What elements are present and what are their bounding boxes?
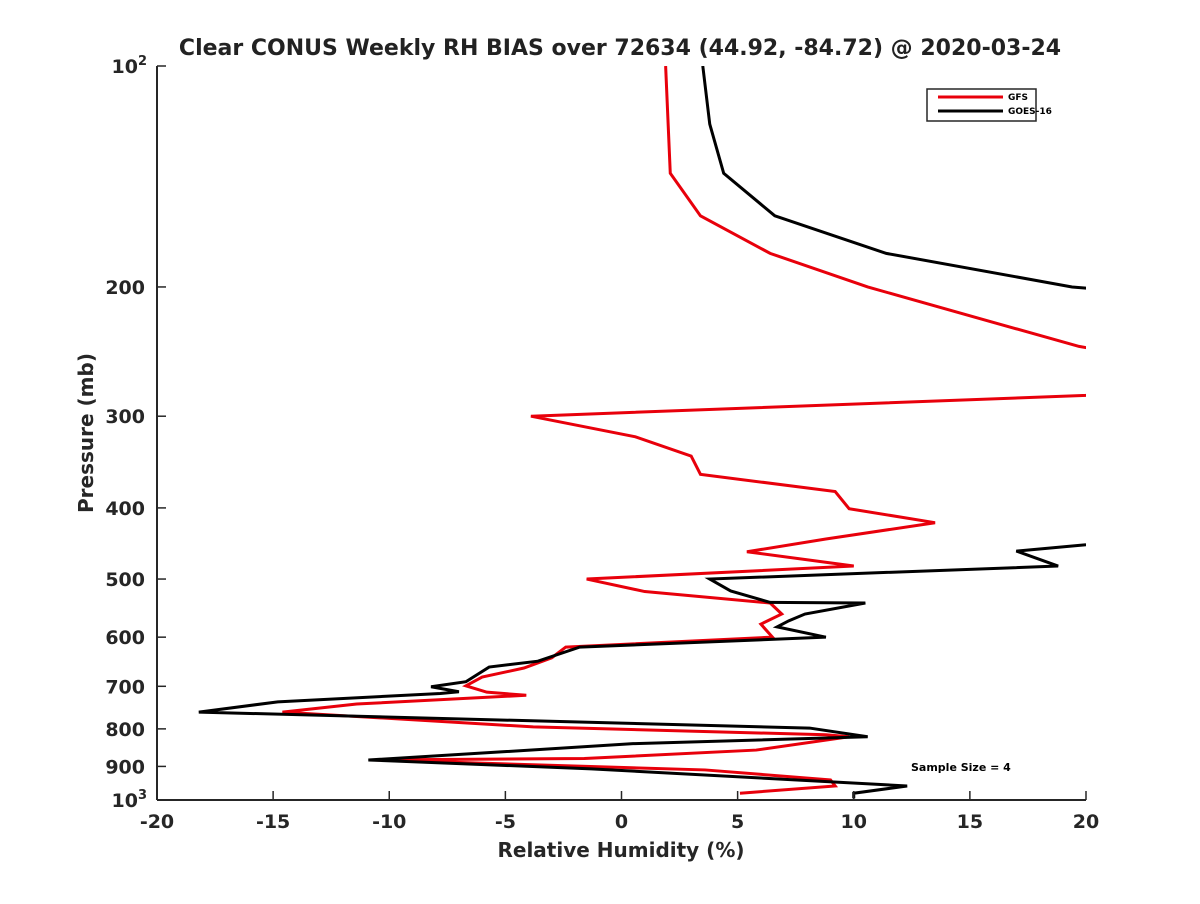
x-tick-label: -5 [495,811,516,833]
sample-size-annotation: Sample Size = 4 [911,761,1011,774]
x-tick-label: -15 [256,811,290,833]
x-tick-label: 20 [1073,811,1099,833]
x-tick-label: 10 [841,811,867,833]
x-tick-label: 0 [615,811,628,833]
series-line-gfs [282,66,1086,795]
x-tick-label: -10 [372,811,406,833]
x-tick-label: -20 [140,811,174,833]
y-tick-label: 700 [105,676,145,698]
y-tick-label: 300 [105,406,145,428]
y-tick-label: 600 [105,627,145,649]
x-tick-label: 15 [957,811,983,833]
y-tick-label: 400 [105,498,145,520]
legend-label-goes16: GOES-16 [1008,107,1052,117]
y-tick-label: 800 [105,719,145,741]
y-tick-label: 103 [112,788,148,812]
y-tick-label: 900 [105,756,145,778]
legend-box [926,88,1037,122]
x-tick-label: 5 [731,811,744,833]
x-axis-label: Relative Humidity (%) [497,838,744,862]
y-tick-label: 200 [105,277,145,299]
series-line-goes16 [198,66,1086,799]
chart-title: Clear CONUS Weekly RH BIAS over 72634 (4… [179,36,1061,61]
y-tick-label: 102 [112,54,148,78]
legend-label-gfs: GFS [1008,93,1028,103]
legend: GFS GOES-16 [926,88,1052,122]
y-tick-label: 500 [105,569,145,591]
y-axis-label: Pressure (mb) [74,353,98,513]
